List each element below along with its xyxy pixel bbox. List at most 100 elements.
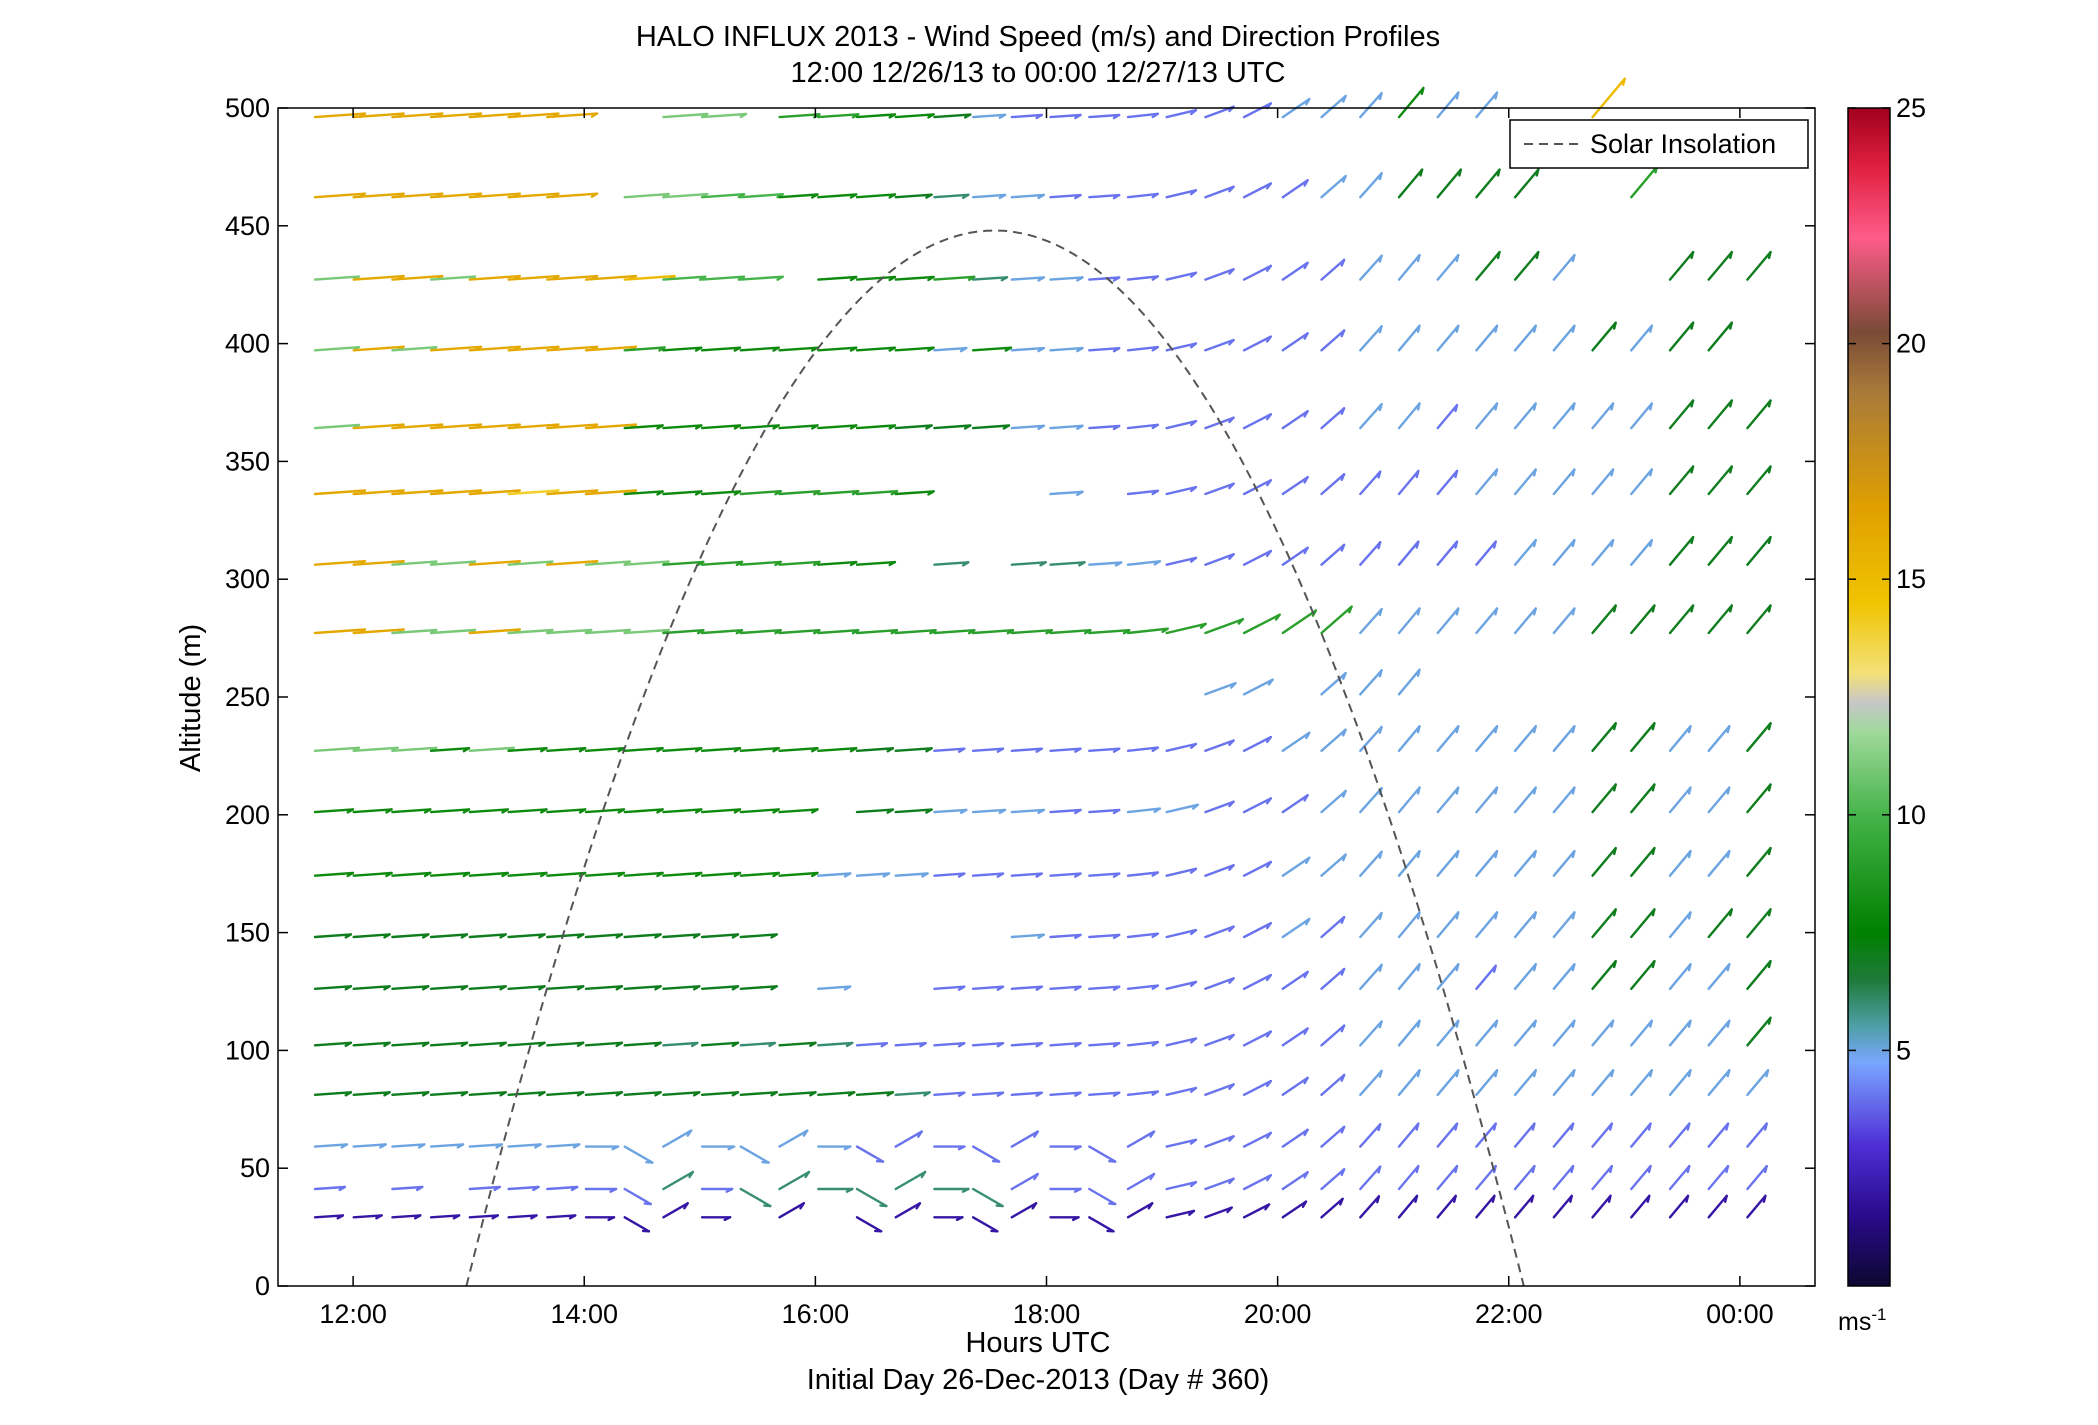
wind-vector [1204,482,1235,496]
wind-vector [1165,622,1207,635]
colorbar-ticks: 5 10 15 20 25 [1848,93,1926,1065]
wind-vector [1552,1069,1576,1097]
wind-vector [817,113,860,119]
wind-vector [1088,1041,1121,1048]
wind-vector [1126,423,1160,430]
wind-vector [1204,1033,1235,1047]
wind-vector [1126,984,1160,990]
wind-vector [1049,193,1082,200]
wind-vector [1010,424,1046,430]
wind-vector [507,1091,546,1097]
wind-vector [1707,1194,1728,1219]
wind-vector [507,747,548,753]
wind-vector [1397,1194,1419,1219]
wind-vector [1242,1030,1273,1047]
wind-vector [817,872,852,878]
wind-vector [623,1216,651,1233]
wind-vector [1668,399,1695,430]
wind-vector [1088,193,1121,200]
wind-vector [817,275,858,282]
wind-vector [1707,1122,1730,1148]
wind-vector [662,560,705,567]
wind-vector [352,808,393,814]
wind-vector [662,933,701,939]
wind-vector [700,747,742,753]
wind-vector [313,1041,353,1048]
wind-vector [313,871,355,878]
wind-vector [1475,1019,1499,1047]
wind-vector [1591,960,1617,990]
wind-vector [1165,1037,1198,1047]
wind-vector [1126,871,1160,877]
wind-vector [584,1145,620,1151]
wind-vector [1281,410,1309,430]
wind-vector [1165,1180,1198,1191]
wind-vector [1088,1145,1117,1163]
wind-vector [1320,1197,1344,1219]
chart-subtitle: 12:00 12/26/13 to 00:00 12/27/13 UTC [791,57,1286,89]
colorbar-units-exp: -1 [1871,1305,1886,1324]
wind-vector [1088,629,1131,635]
wind-vector [1668,250,1695,281]
wind-vector [584,1187,618,1193]
wind-vector [1746,1164,1768,1191]
wind-vector [894,490,935,496]
wind-vector [1475,324,1499,352]
wind-vector [1630,1122,1652,1148]
wind-vector [1746,783,1772,814]
wind-vector [894,113,935,119]
wind-vector [662,808,703,814]
wind-vector [1010,985,1044,991]
wind-vector [1126,1172,1156,1191]
wind-vector [313,985,353,991]
wind-vector [1049,1041,1082,1048]
wind-vector [1630,846,1656,877]
wind-vector [778,808,819,814]
wind-vector [817,629,860,635]
wind-vector [1475,1164,1497,1191]
wind-vector [1707,465,1734,496]
wind-vector [313,808,355,814]
wind-vector [1475,540,1497,566]
wind-vector [933,1091,966,1097]
wind-vector [1010,1202,1038,1219]
wind-vector [662,1170,695,1191]
wind-vector [1436,1122,1459,1148]
wind-vector [1591,1122,1614,1148]
wind-vector [1204,185,1235,199]
x-axis-sublabel: Initial Day 26-Dec-2013 (Day # 360) [807,1364,1270,1396]
y-tick-label: 100 [225,1035,270,1065]
wind-vector [1746,399,1772,430]
wind-vector [1320,1125,1346,1148]
wind-vector [1707,604,1734,635]
wind-vector [1436,403,1459,430]
wind-vector [1668,725,1692,752]
wind-vector [1049,346,1084,353]
wind-vector [933,424,972,430]
wind-vector [971,747,1005,753]
wind-vector [1436,168,1463,199]
colorbar-tick-label: 20 [1896,329,1926,359]
wind-vector [739,1187,772,1208]
wind-vector [700,560,744,567]
wind-vector [778,1202,805,1219]
wind-vector [971,193,1007,200]
wind-vector [1242,735,1273,752]
wind-vector [1165,108,1198,119]
wind-vector [700,985,740,991]
wind-vector [739,1145,770,1164]
wind-vector [662,346,703,352]
wind-vector [1126,112,1160,119]
wind-vector [855,747,895,753]
wind-vector [1281,332,1309,352]
wind-vector [1242,479,1273,496]
wind-vector [1281,1200,1308,1219]
x-axis-label: Hours UTC [965,1327,1110,1359]
wind-vector [1088,424,1121,431]
y-tick-label: 400 [225,329,270,359]
wind-vector [1126,1130,1156,1148]
x-tick-label: 00:00 [1706,1299,1774,1329]
wind-vector [1436,1164,1459,1191]
wind-vector [1126,560,1162,566]
wind-vector [1668,1019,1692,1047]
